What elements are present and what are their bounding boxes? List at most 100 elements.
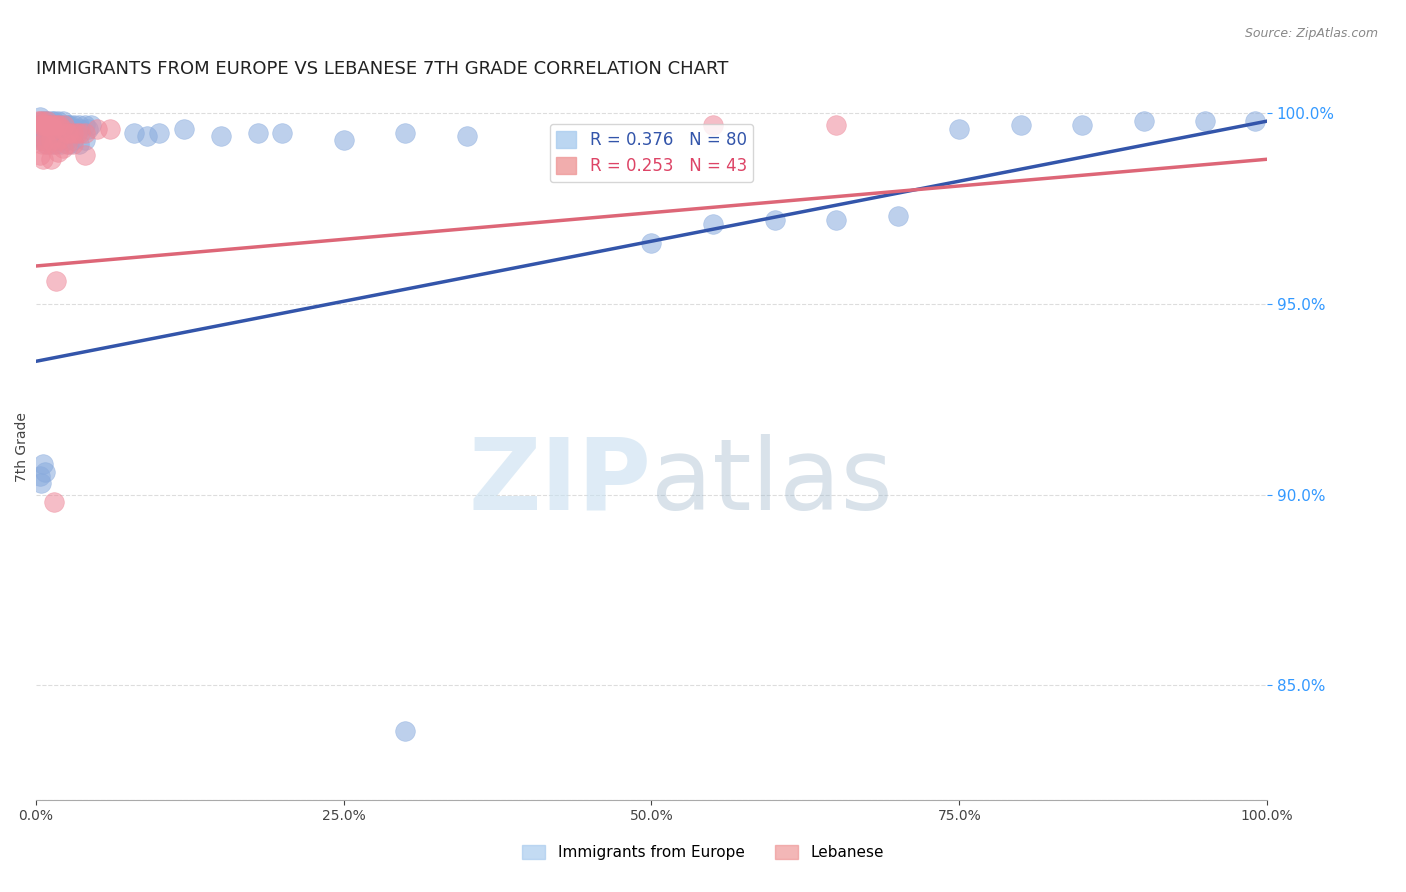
Point bbox=[98, 121, 121, 136]
Point bbox=[209, 129, 232, 144]
Point bbox=[31, 118, 53, 132]
Point bbox=[30, 118, 52, 132]
Point bbox=[48, 118, 70, 132]
Point bbox=[62, 133, 84, 147]
Point bbox=[31, 114, 53, 128]
Point bbox=[45, 136, 67, 151]
Point bbox=[76, 121, 98, 136]
Point bbox=[65, 126, 87, 140]
Point bbox=[41, 114, 63, 128]
Point bbox=[271, 126, 294, 140]
Text: IMMIGRANTS FROM EUROPE VS LEBANESE 7TH GRADE CORRELATION CHART: IMMIGRANTS FROM EUROPE VS LEBANESE 7TH G… bbox=[37, 60, 728, 78]
Point bbox=[32, 457, 55, 471]
Legend: R = 0.376   N = 80, R = 0.253   N = 43: R = 0.376 N = 80, R = 0.253 N = 43 bbox=[550, 124, 754, 182]
Point bbox=[173, 121, 195, 136]
Point bbox=[27, 129, 49, 144]
Point bbox=[28, 133, 51, 147]
Point bbox=[825, 213, 848, 227]
Point bbox=[32, 153, 55, 167]
Point bbox=[51, 118, 73, 132]
Point bbox=[62, 126, 84, 140]
Text: ZIP: ZIP bbox=[468, 434, 651, 531]
Point bbox=[45, 118, 67, 132]
Point bbox=[456, 129, 478, 144]
Point bbox=[148, 126, 170, 140]
Point bbox=[948, 121, 970, 136]
Point bbox=[55, 126, 77, 140]
Point bbox=[55, 133, 77, 147]
Point bbox=[42, 118, 65, 132]
Point bbox=[32, 133, 55, 147]
Point bbox=[1071, 118, 1094, 132]
Point bbox=[69, 121, 91, 136]
Point bbox=[39, 136, 62, 151]
Point bbox=[640, 236, 662, 251]
Point bbox=[135, 129, 157, 144]
Point bbox=[56, 118, 79, 132]
Point bbox=[35, 118, 58, 132]
Point bbox=[39, 153, 62, 167]
Point bbox=[34, 133, 56, 147]
Text: Source: ZipAtlas.com: Source: ZipAtlas.com bbox=[1244, 27, 1378, 40]
Point bbox=[52, 141, 75, 155]
Point bbox=[53, 121, 76, 136]
Point bbox=[67, 118, 90, 132]
Point bbox=[332, 133, 354, 147]
Point bbox=[1010, 118, 1032, 132]
Point bbox=[44, 133, 66, 147]
Point bbox=[30, 476, 52, 491]
Point bbox=[28, 114, 51, 128]
Point bbox=[702, 118, 724, 132]
Point bbox=[42, 121, 65, 136]
Point bbox=[39, 133, 62, 147]
Point bbox=[28, 133, 51, 147]
Point bbox=[35, 133, 58, 147]
Point bbox=[1133, 114, 1156, 128]
Point bbox=[763, 213, 786, 227]
Point bbox=[75, 133, 97, 147]
Point bbox=[75, 126, 97, 140]
Point bbox=[39, 121, 62, 136]
Point bbox=[886, 210, 908, 224]
Point bbox=[62, 121, 84, 136]
Point bbox=[37, 114, 59, 128]
Point bbox=[37, 118, 59, 132]
Point bbox=[55, 126, 77, 140]
Point bbox=[32, 114, 55, 128]
Point bbox=[62, 136, 84, 151]
Point bbox=[38, 133, 60, 147]
Point bbox=[53, 118, 76, 132]
Point bbox=[35, 114, 58, 128]
Point bbox=[246, 126, 269, 140]
Point bbox=[58, 121, 80, 136]
Point bbox=[75, 118, 97, 132]
Point bbox=[65, 121, 87, 136]
Point bbox=[27, 114, 49, 128]
Point bbox=[52, 114, 75, 128]
Point bbox=[35, 136, 58, 151]
Point bbox=[31, 136, 53, 151]
Point bbox=[39, 118, 62, 132]
Point bbox=[1243, 114, 1265, 128]
Point bbox=[55, 118, 77, 132]
Point bbox=[34, 465, 56, 479]
Point bbox=[35, 118, 58, 132]
Point bbox=[37, 129, 59, 144]
Point bbox=[51, 121, 73, 136]
Point bbox=[69, 126, 91, 140]
Point bbox=[34, 118, 56, 132]
Point bbox=[45, 118, 67, 132]
Text: atlas: atlas bbox=[651, 434, 893, 531]
Point bbox=[45, 121, 67, 136]
Point bbox=[44, 495, 66, 509]
Point bbox=[28, 468, 51, 483]
Point bbox=[46, 145, 69, 159]
Point bbox=[28, 148, 51, 162]
Point bbox=[44, 118, 66, 132]
Point bbox=[394, 724, 416, 739]
Point bbox=[1194, 114, 1216, 128]
Point bbox=[58, 126, 80, 140]
Point bbox=[49, 121, 72, 136]
Point bbox=[124, 126, 146, 140]
Point bbox=[35, 136, 58, 151]
